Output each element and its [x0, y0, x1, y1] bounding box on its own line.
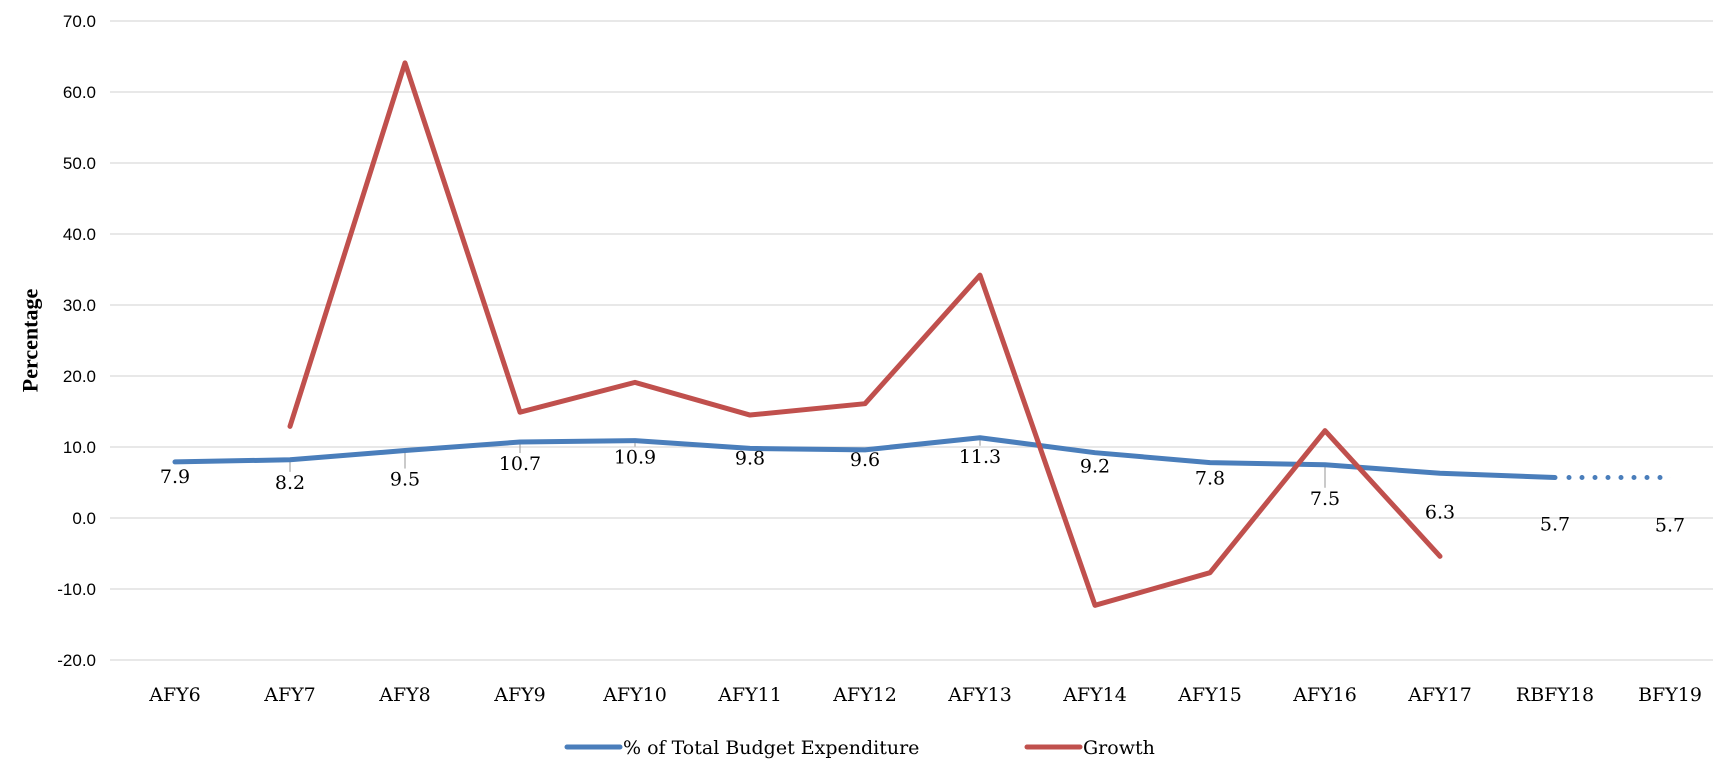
y-tick-label: 10.0 — [63, 438, 96, 457]
series-growth — [287, 60, 1443, 608]
data-label: 11.3 — [959, 446, 1001, 468]
x-tick-label: AFY16 — [1292, 684, 1357, 706]
y-axis-label: Percentage — [18, 289, 43, 393]
x-tick-label: BFY19 — [1638, 684, 1702, 706]
x-tick-label: AFY15 — [1177, 684, 1242, 706]
legend-label: % of Total Budget Expenditure — [623, 737, 919, 759]
x-tick-label: AFY12 — [832, 684, 897, 706]
x-tick-label: AFY6 — [148, 684, 201, 706]
series-budget-share — [172, 435, 1673, 481]
data-labels: 7.9 8.2 9.5 10.7 10.9 9.8 9.6 11.3 9.2 7.8 7.5 6.3 5… — [160, 446, 1685, 537]
series-line — [287, 60, 1443, 608]
x-tick-label: AFY17 — [1407, 684, 1472, 706]
x-tick-label: AFY7 — [263, 684, 316, 706]
x-tick-label: AFY10 — [602, 684, 667, 706]
y-tick-label: 0.0 — [72, 509, 96, 528]
x-tick-label: AFY14 — [1062, 684, 1127, 706]
data-label: 9.5 — [390, 469, 420, 491]
data-label: 7.5 — [1310, 488, 1340, 510]
x-tick-label: AFY13 — [947, 684, 1012, 706]
data-label: 10.7 — [499, 453, 541, 475]
y-tick-label: 40.0 — [63, 225, 96, 244]
x-tick-label: AFY8 — [378, 684, 431, 706]
legend: % of Total Budget Expenditure Growth — [564, 737, 1155, 759]
data-label: 5.7 — [1655, 515, 1685, 537]
y-tick-label: 20.0 — [63, 367, 96, 386]
data-label: 5.7 — [1540, 514, 1570, 536]
data-label: 10.9 — [614, 447, 656, 469]
gridlines — [110, 20, 1713, 661]
data-label: 9.2 — [1080, 456, 1110, 478]
x-tick-label: RBFY18 — [1516, 684, 1594, 706]
y-axis-ticks: -20.0 -10.0 0.0 10.0 20.0 30.0 40.0 50.0 60.0 70.… — [57, 12, 96, 670]
y-tick-label: 50.0 — [63, 154, 96, 173]
x-tick-label: AFY9 — [493, 684, 546, 706]
data-label-leaders — [289, 439, 1326, 488]
legend-label: Growth — [1083, 737, 1155, 759]
data-label: 7.9 — [160, 466, 190, 488]
y-tick-label: -20.0 — [57, 651, 96, 670]
series-lines — [172, 60, 1673, 608]
data-label: 6.3 — [1425, 501, 1455, 523]
data-label: 7.8 — [1195, 468, 1225, 490]
y-tick-label: -10.0 — [57, 580, 96, 599]
x-axis-ticks: AFY6 AFY7 AFY8 AFY9 AFY10 AFY11 AFY12 AFY13 AFY1… — [148, 684, 1702, 706]
data-label: 9.8 — [735, 447, 765, 469]
data-label: 8.2 — [275, 472, 305, 494]
y-tick-label: 70.0 — [63, 12, 96, 31]
y-tick-label: 30.0 — [63, 296, 96, 315]
x-tick-label: AFY11 — [717, 684, 782, 706]
data-label: 9.6 — [850, 449, 880, 471]
y-tick-label: 60.0 — [63, 83, 96, 102]
